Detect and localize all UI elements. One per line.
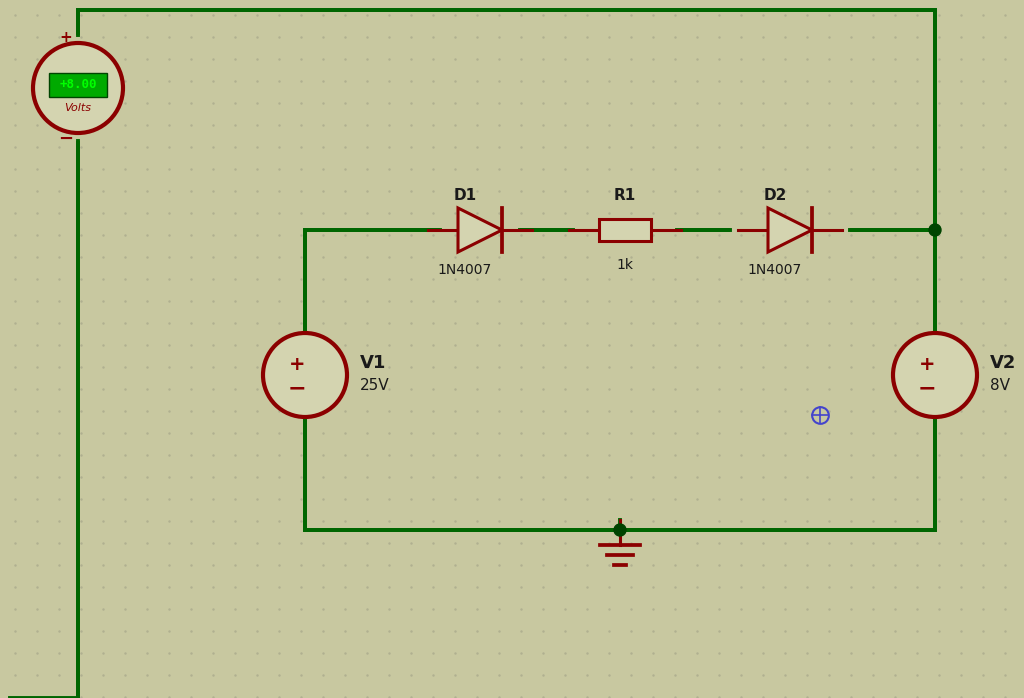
Circle shape bbox=[893, 333, 977, 417]
Text: +8.00: +8.00 bbox=[59, 78, 96, 91]
Polygon shape bbox=[458, 208, 502, 252]
Text: 1N4007: 1N4007 bbox=[748, 263, 802, 277]
Text: +: + bbox=[919, 355, 935, 375]
Circle shape bbox=[263, 333, 347, 417]
Text: 1N4007: 1N4007 bbox=[438, 263, 493, 277]
Text: V2: V2 bbox=[990, 354, 1017, 372]
Text: D2: D2 bbox=[763, 188, 786, 202]
Text: 25V: 25V bbox=[360, 378, 389, 392]
Circle shape bbox=[614, 524, 626, 536]
Text: −: − bbox=[58, 130, 74, 148]
Circle shape bbox=[929, 224, 941, 236]
Text: D1: D1 bbox=[454, 188, 476, 202]
Text: Volts: Volts bbox=[65, 103, 91, 113]
Text: −: − bbox=[288, 378, 306, 398]
Text: +: + bbox=[289, 355, 305, 375]
Text: 1k: 1k bbox=[616, 258, 634, 272]
Text: V1: V1 bbox=[360, 354, 386, 372]
Polygon shape bbox=[768, 208, 812, 252]
FancyBboxPatch shape bbox=[599, 219, 651, 241]
Circle shape bbox=[33, 43, 123, 133]
Text: −: − bbox=[918, 378, 936, 398]
Text: 8V: 8V bbox=[990, 378, 1010, 392]
FancyBboxPatch shape bbox=[49, 73, 106, 97]
Text: +: + bbox=[59, 29, 73, 45]
Text: R1: R1 bbox=[613, 188, 636, 202]
